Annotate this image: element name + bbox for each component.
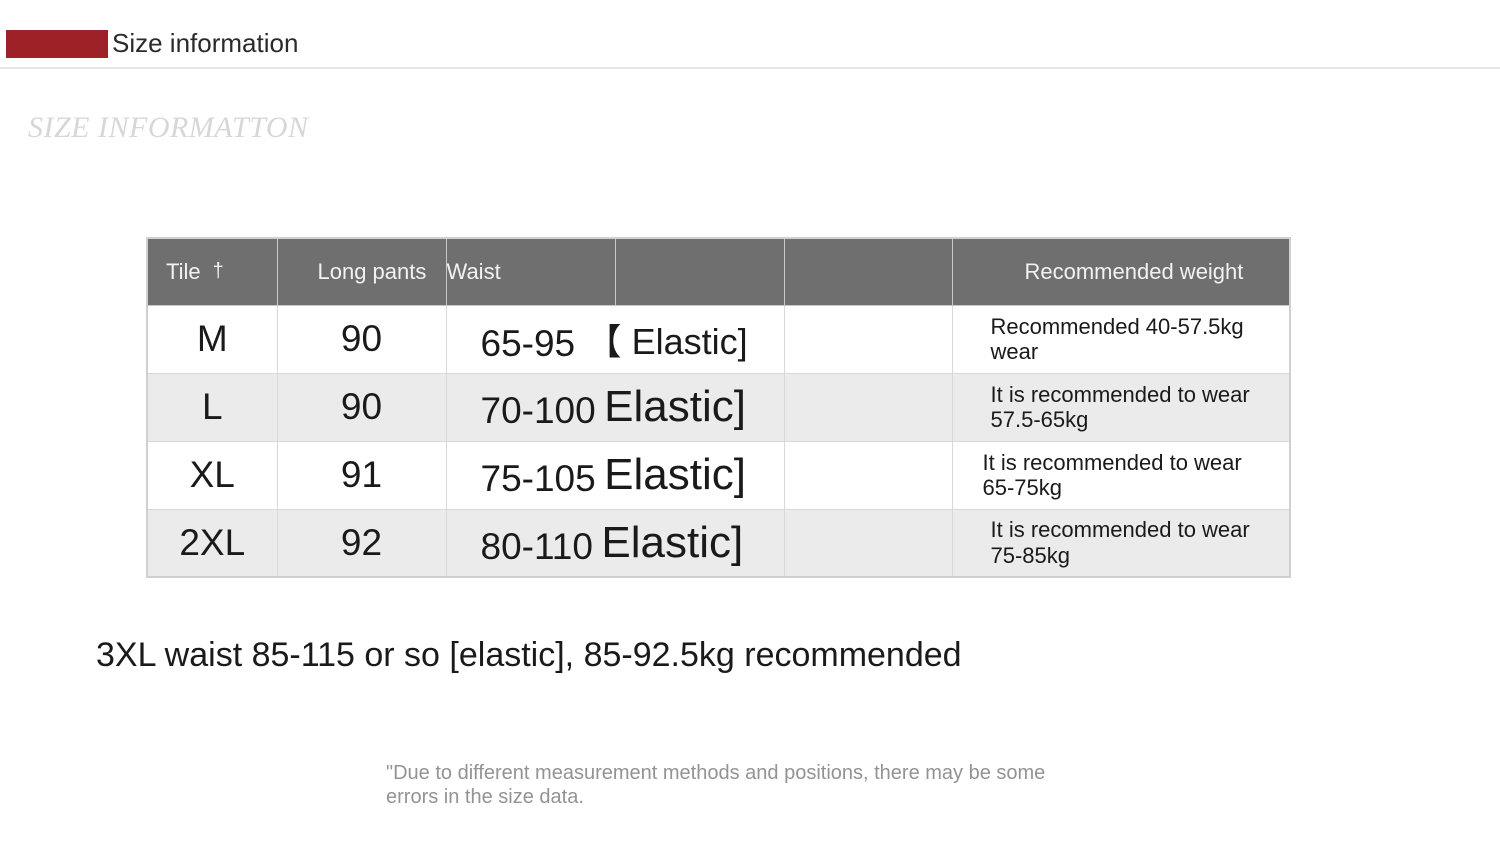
- table-row: M 90 65-95 【 Elastic] Recommended 40-57.…: [147, 305, 1290, 373]
- cell-waist: 80-110 Elastic]: [446, 509, 784, 577]
- col-tile-label: Tile: [166, 259, 201, 284]
- cell-size: M: [147, 305, 277, 373]
- cell-size: L: [147, 373, 277, 441]
- table-header-row: Tile † Long pants Waist Recommended weigh…: [147, 238, 1290, 305]
- cell-blank: [784, 373, 952, 441]
- table-row: XL 91 75-105 Elastic] It is recommended …: [147, 441, 1290, 509]
- cell-waist: 70-100 Elastic]: [446, 373, 784, 441]
- cell-recommended: It is recommended to wear 65-75kg: [952, 441, 1290, 509]
- table-row: L 90 70-100 Elastic] It is recommended t…: [147, 373, 1290, 441]
- cell-size: 2XL: [147, 509, 277, 577]
- cell-blank: [784, 509, 952, 577]
- cell-waist: 65-95 【 Elastic]: [446, 305, 784, 373]
- col-blank2: [784, 238, 952, 305]
- waist-suffix: Elastic]: [604, 382, 746, 432]
- cell-long-pants: 90: [277, 305, 446, 373]
- waist-value: 65-95: [481, 323, 576, 365]
- cell-long-pants: 92: [277, 509, 446, 577]
- disclaimer-text: "Due to different measurement methods an…: [386, 761, 1096, 809]
- size-table: Tile † Long pants Waist Recommended weigh…: [146, 237, 1291, 578]
- cell-waist: 75-105 Elastic]: [446, 441, 784, 509]
- table-row: 2XL 92 80-110 Elastic] It is recommended…: [147, 509, 1290, 577]
- subtitle-italic: SIZE INFORMATTON: [28, 111, 1500, 145]
- waist-suffix: 【 Elastic]: [586, 313, 748, 365]
- page-title: Size information: [112, 28, 298, 59]
- waist-suffix: Elastic]: [601, 518, 743, 568]
- cell-size: XL: [147, 441, 277, 509]
- col-waist: Waist: [446, 238, 615, 305]
- cell-recommended: Recommended 40-57.5kg wear: [952, 305, 1290, 373]
- waist-suffix: Elastic]: [604, 450, 746, 500]
- cell-long-pants: 91: [277, 441, 446, 509]
- cell-blank: [784, 441, 952, 509]
- col-tile: Tile †: [147, 238, 277, 305]
- note-3xl: 3XL waist 85-115 or so [elastic], 85-92.…: [96, 636, 1500, 675]
- col-recommended: Recommended weight: [952, 238, 1290, 305]
- waist-value: 70-100: [481, 390, 596, 432]
- col-blank1: [615, 238, 784, 305]
- accent-block: [6, 30, 108, 58]
- col-tile-glyph: †: [213, 260, 224, 282]
- cell-recommended: It is recommended to wear 57.5-65kg: [952, 373, 1290, 441]
- col-long-pants: Long pants: [277, 238, 446, 305]
- cell-recommended: It is recommended to wear 75-85kg: [952, 509, 1290, 577]
- cell-blank: [784, 305, 952, 373]
- waist-value: 80-110: [481, 526, 593, 568]
- waist-value: 75-105: [481, 458, 596, 500]
- header-band: Size information: [0, 0, 1500, 69]
- cell-long-pants: 90: [277, 373, 446, 441]
- table-body: M 90 65-95 【 Elastic] Recommended 40-57.…: [147, 305, 1290, 577]
